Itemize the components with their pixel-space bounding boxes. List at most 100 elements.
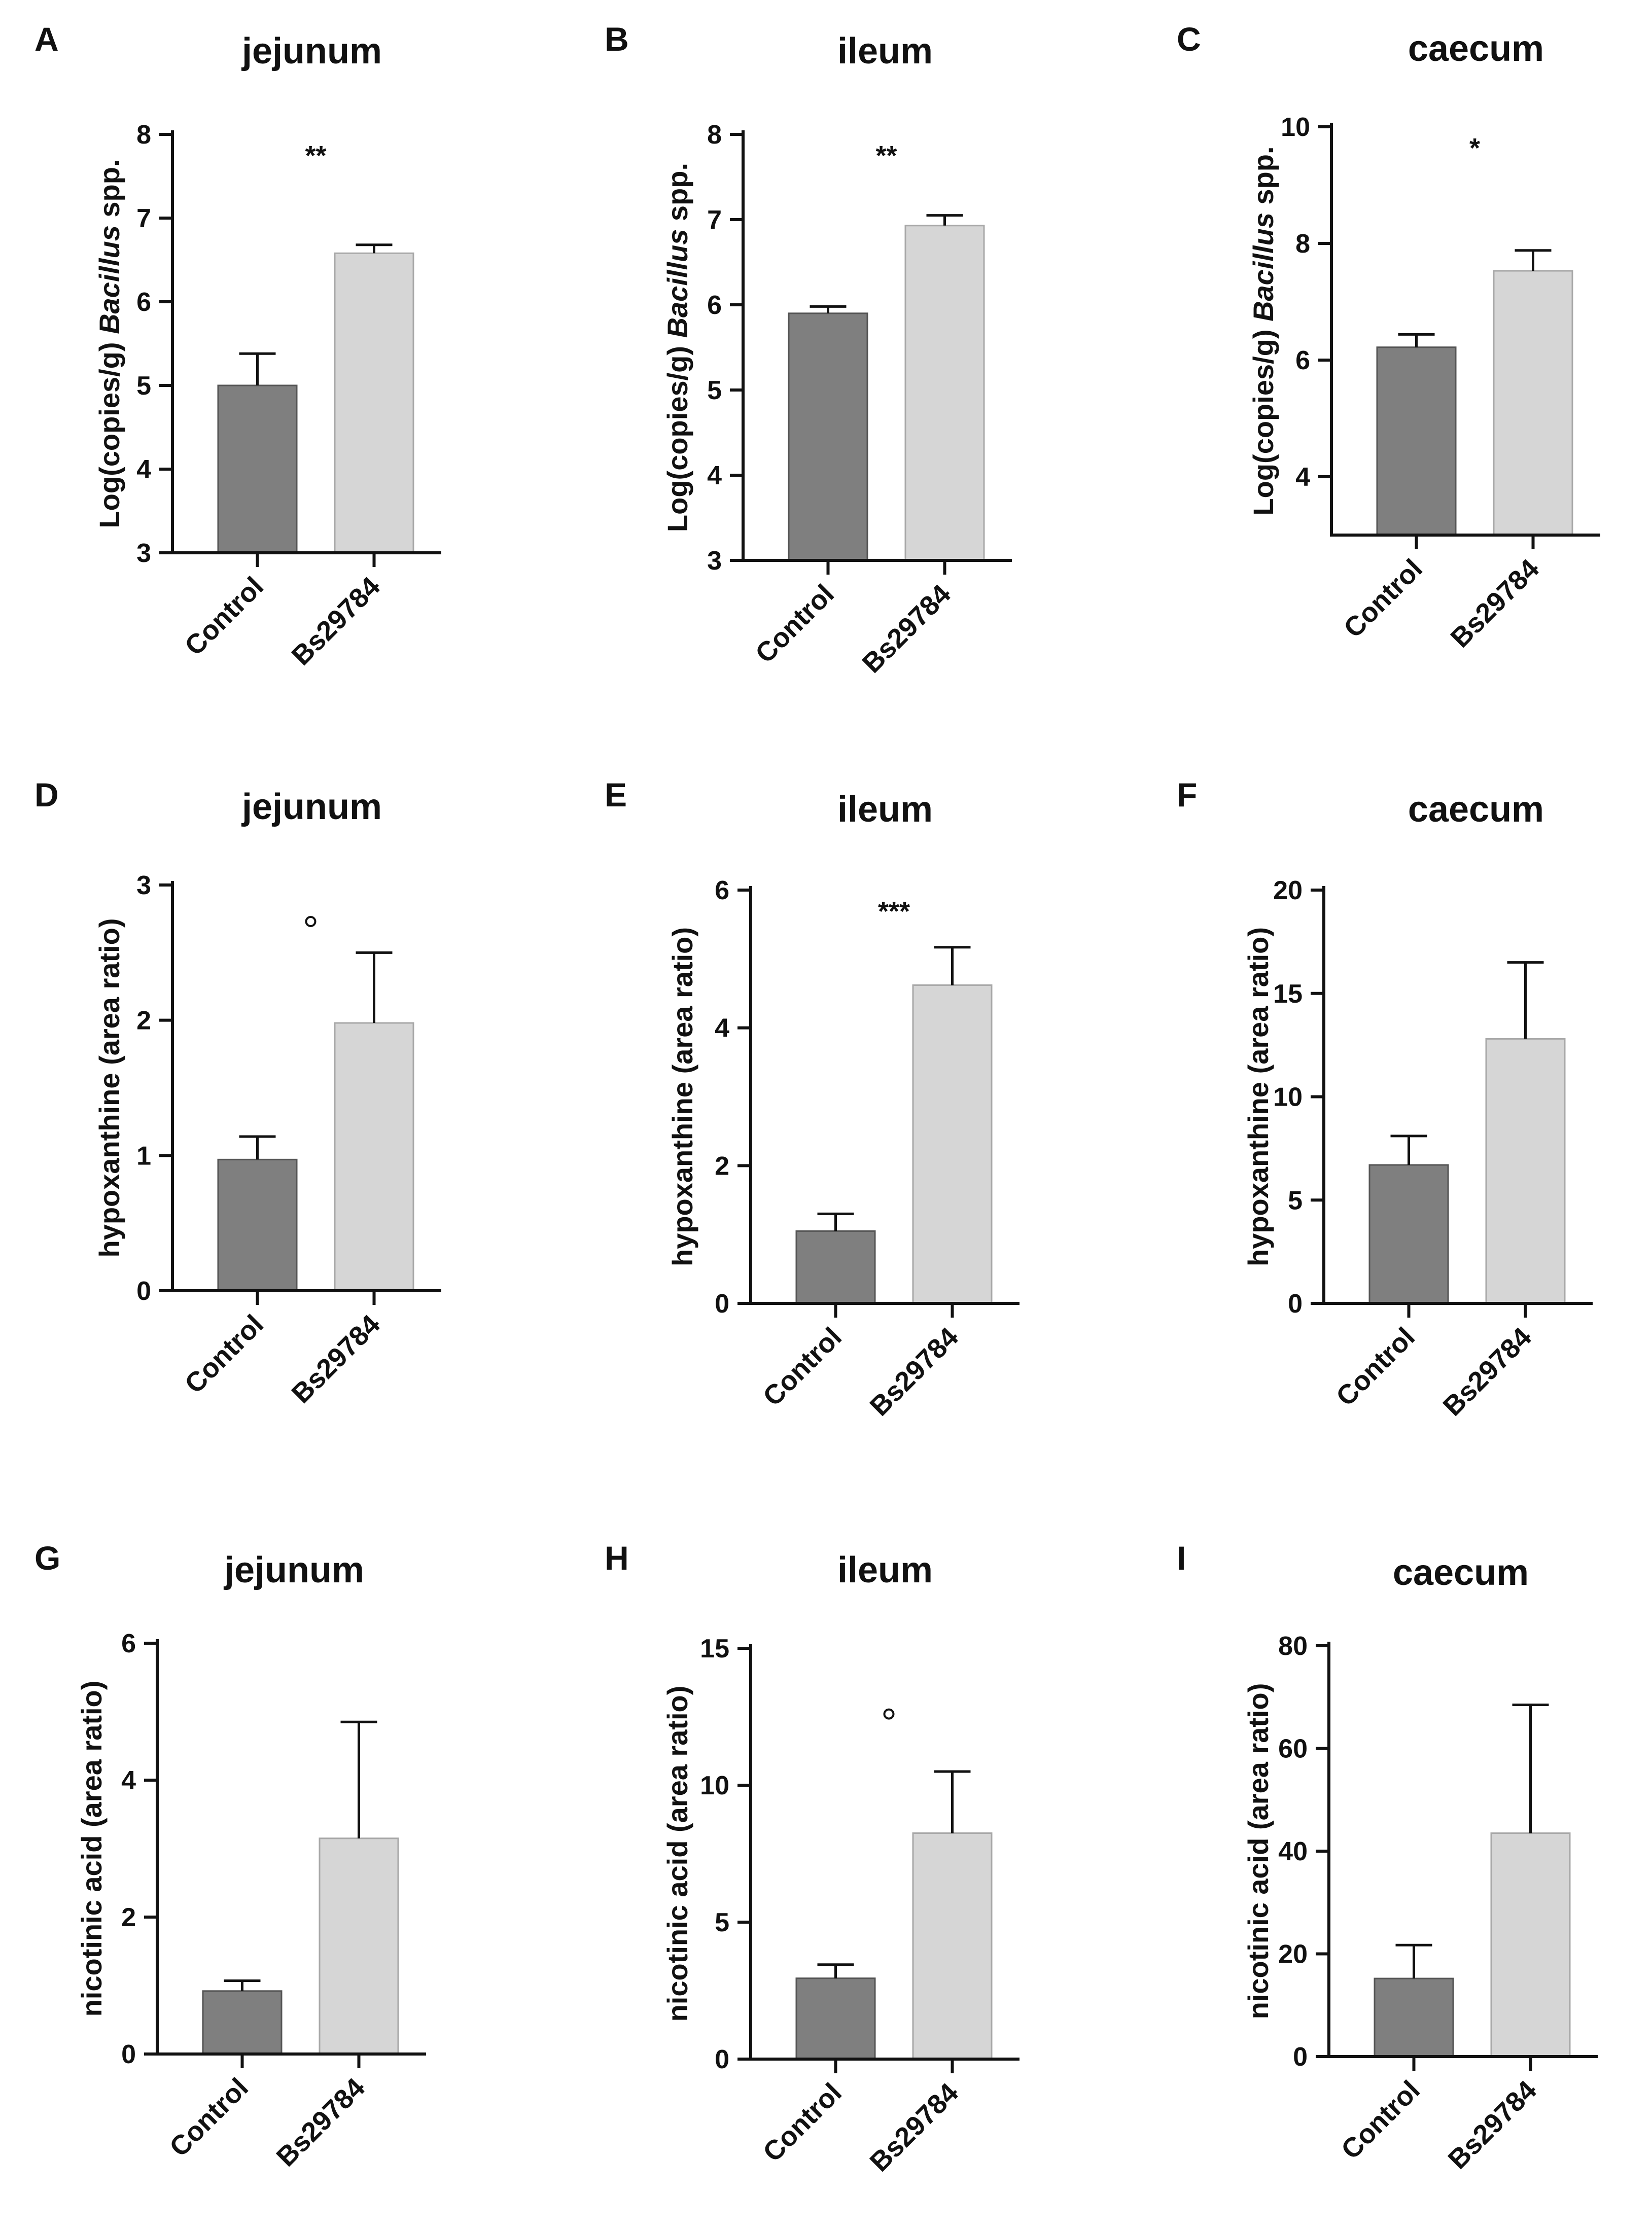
bar-control [788, 312, 868, 561]
x-tick-label: Bs29784 [864, 2077, 964, 2177]
panel-letter: A [34, 20, 59, 58]
y-tick-label: 2 [121, 1903, 136, 1932]
x-tick-label: Bs29784 [1437, 1322, 1537, 1422]
chart-title: jejunum [241, 31, 382, 72]
y-axis-label-italic: Bacillus [93, 225, 125, 334]
chart-title: ileum [837, 31, 933, 72]
chart-title: caecum [1408, 789, 1544, 830]
bar-bs29784 [334, 252, 414, 554]
panel-letter: H [605, 1539, 629, 1577]
y-tick-label: 0 [136, 1277, 151, 1306]
error-bar [340, 1720, 377, 1838]
error-bar [1390, 1135, 1427, 1165]
error-bar [239, 352, 276, 385]
y-tick-label: 6 [121, 1629, 136, 1658]
y-tick-label: 4 [136, 455, 151, 484]
y-tick-label: 0 [1293, 2042, 1308, 2072]
y-axis-label: hypoxanthine (area ratio) [666, 927, 698, 1266]
significance-marker: * [1469, 133, 1480, 163]
y-tick-label: 10 [1281, 113, 1310, 142]
y-tick-label: 0 [1288, 1289, 1303, 1319]
panel-letter: I [1177, 1539, 1186, 1577]
chart-title: caecum [1393, 1552, 1529, 1593]
x-tick-label: Control [179, 1309, 269, 1399]
x-tick-label: Control [179, 571, 269, 661]
bar-bs29784 [1493, 270, 1573, 536]
y-axis-label-part: spp. [93, 159, 125, 225]
y-tick-label: 4 [121, 1766, 136, 1795]
bar-control [795, 1230, 876, 1304]
chart-title: caecum [1408, 28, 1544, 69]
x-tick-label: Control [757, 1322, 848, 1412]
y-axis-label-part: nicotinic acid (area ratio) [76, 1681, 108, 2017]
y-tick-label: 4 [707, 461, 722, 490]
error-bar [934, 946, 971, 985]
y-tick-label: 40 [1278, 1837, 1308, 1866]
y-tick-label: 60 [1278, 1735, 1308, 1764]
x-tick-label: Control [750, 579, 840, 669]
bar-bs29784 [912, 1832, 993, 2060]
y-tick-label: 0 [121, 2040, 136, 2069]
error-bar [1398, 333, 1435, 347]
error-bar [817, 1212, 854, 1231]
y-tick-label: 7 [707, 205, 722, 235]
panel-letter: C [1177, 20, 1201, 58]
y-axis-label-part: nicotinic acid (area ratio) [1242, 1683, 1274, 2020]
y-tick-label: 7 [136, 204, 151, 233]
error-bar [1395, 1943, 1432, 1979]
y-axis-label-part: Log(copies/g) [1247, 322, 1279, 516]
outlier-point [883, 1708, 895, 1720]
y-tick-label: 1 [136, 1141, 151, 1171]
significance-marker: ** [305, 140, 326, 171]
y-tick-label: 8 [707, 120, 722, 150]
panel-letter: E [605, 776, 627, 813]
error-bar [934, 1770, 971, 1833]
y-tick-label: 20 [1273, 876, 1303, 905]
bar-control [202, 1990, 283, 2055]
y-tick-label: 5 [1288, 1186, 1303, 1215]
panel-letter: F [1177, 776, 1197, 813]
significance-marker: ** [875, 140, 897, 171]
x-tick-label: Control [1338, 553, 1428, 644]
y-tick-label: 5 [715, 1908, 729, 1937]
y-axis-label: hypoxanthine (area ratio) [93, 918, 125, 1257]
bar-bs29784 [334, 1022, 414, 1292]
y-axis-label: nicotinic acid (area ratio) [1242, 1683, 1274, 2020]
error-bar [356, 951, 393, 1023]
bar-control [795, 1977, 876, 2060]
y-tick-label: 6 [715, 876, 729, 905]
chart-title: ileum [837, 789, 933, 830]
y-tick-label: 3 [136, 871, 151, 900]
y-tick-label: 8 [1295, 229, 1310, 259]
error-bar [817, 1963, 854, 1978]
y-tick-label: 8 [136, 120, 151, 150]
y-tick-label: 3 [136, 539, 151, 568]
y-axis-label: nicotinic acid (area ratio) [661, 1686, 693, 2022]
error-bar [239, 1135, 276, 1160]
y-axis-label: Log(copies/g) Bacillus spp. [1247, 146, 1279, 515]
y-axis-label: Log(copies/g) Bacillus spp. [661, 163, 693, 532]
bar-bs29784 [319, 1837, 399, 2055]
y-axis-label: hypoxanthine (area ratio) [1242, 927, 1274, 1266]
y-tick-label: 6 [707, 291, 722, 320]
outlier-point [305, 916, 317, 927]
y-tick-label: 15 [1273, 979, 1303, 1009]
error-bar [224, 1979, 261, 1991]
axes [1330, 123, 1600, 537]
x-tick-label: Control [757, 2077, 848, 2168]
y-axis-label-part: Log(copies/g) [93, 334, 125, 528]
bar-bs29784 [1485, 1038, 1566, 1304]
y-axis-label-italic: Bacillus [661, 229, 693, 338]
y-tick-label: 5 [707, 376, 722, 405]
y-tick-label: 10 [1273, 1083, 1303, 1112]
y-axis-label-part: hypoxanthine (area ratio) [666, 927, 698, 1266]
panel-letter: G [34, 1539, 60, 1577]
panel-letter: D [34, 776, 59, 813]
y-tick-label: 3 [707, 546, 722, 576]
error-bar [1515, 249, 1552, 271]
error-bar [1507, 961, 1544, 1039]
